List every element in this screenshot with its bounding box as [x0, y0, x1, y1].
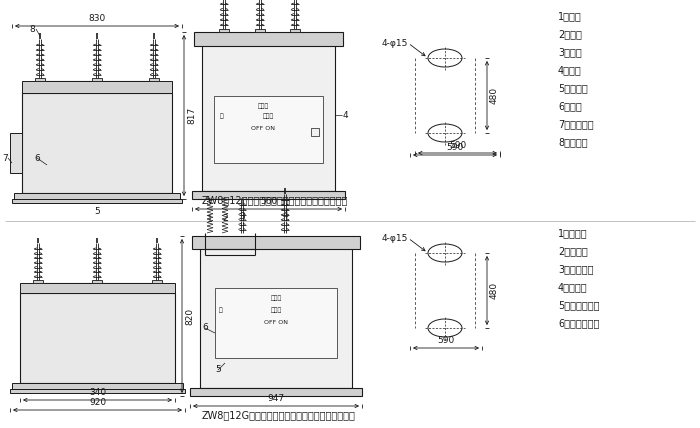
Text: 3、绵缘拉杆: 3、绵缘拉杆 [558, 264, 594, 274]
Text: 6、铭牌: 6、铭牌 [558, 101, 582, 111]
Text: 2: 2 [222, 214, 228, 223]
Bar [219, 29, 229, 32]
Text: 1、静触头: 1、静触头 [558, 228, 587, 238]
Text: 4、筱体: 4、筱体 [558, 65, 582, 75]
Bar [311, 128, 319, 136]
Text: 4-φ15: 4-φ15 [382, 234, 408, 243]
Bar [200, 241, 352, 388]
Bar [214, 96, 323, 163]
Text: 5、隔离刀支架: 5、隔离刀支架 [558, 300, 599, 310]
Text: 560: 560 [260, 197, 277, 206]
Text: 6: 6 [202, 324, 208, 333]
Text: 7: 7 [2, 154, 8, 163]
Text: 2、动触头: 2、动触头 [558, 246, 588, 256]
Text: 1: 1 [207, 215, 213, 224]
Bar [149, 78, 159, 81]
Text: 480: 480 [490, 87, 499, 104]
Text: 4-φ15: 4-φ15 [382, 39, 408, 48]
Text: 4: 4 [282, 211, 288, 220]
Bar [20, 293, 175, 383]
Text: 340: 340 [89, 388, 106, 397]
Text: 830: 830 [88, 14, 106, 23]
Text: 4、断路器: 4、断路器 [558, 282, 587, 292]
Bar [255, 29, 265, 32]
Text: 储: 储 [220, 113, 224, 119]
Bar [202, 38, 335, 191]
Bar [22, 93, 172, 193]
Text: 已储能: 已储能 [270, 295, 281, 301]
Bar [10, 389, 185, 393]
Text: OFF ON: OFF ON [264, 319, 288, 324]
Text: 3、筱盖: 3、筱盖 [558, 47, 582, 57]
Text: 已储能: 已储能 [258, 103, 269, 109]
Text: 5: 5 [215, 366, 221, 374]
Text: 1、吸环: 1、吸环 [558, 11, 582, 21]
Bar [192, 191, 345, 199]
Bar [33, 280, 43, 283]
Bar [14, 193, 180, 199]
Text: 920: 920 [89, 398, 106, 407]
Bar [92, 280, 102, 283]
Bar [194, 32, 343, 46]
Text: 817: 817 [187, 107, 196, 124]
Text: 590: 590 [447, 143, 463, 152]
Text: 3: 3 [239, 212, 245, 221]
Bar [35, 78, 45, 81]
Text: 未储能: 未储能 [262, 113, 274, 119]
Text: 储: 储 [219, 307, 223, 313]
Text: OFF ON: OFF ON [251, 125, 275, 131]
Bar [12, 199, 182, 203]
Bar [192, 236, 360, 249]
Text: 8、导电杆: 8、导电杆 [558, 137, 587, 147]
Text: 8: 8 [29, 24, 35, 33]
Bar [12, 383, 183, 389]
Text: 2、套管: 2、套管 [558, 29, 582, 39]
Text: 6、支柱绵缘子: 6、支柱绵缘子 [558, 318, 599, 328]
Bar [290, 29, 300, 32]
Bar [92, 78, 102, 81]
Bar [152, 280, 162, 283]
Text: 480: 480 [490, 282, 499, 299]
Text: 590: 590 [449, 141, 466, 150]
Bar [20, 283, 175, 293]
Text: 未储能: 未储能 [270, 307, 281, 313]
Text: 4: 4 [343, 110, 349, 119]
Text: 947: 947 [267, 394, 285, 403]
Bar [22, 81, 172, 93]
Bar [10, 133, 22, 173]
Text: 7、操动机构: 7、操动机构 [558, 119, 594, 129]
Text: 6: 6 [34, 154, 40, 163]
Text: 820: 820 [185, 307, 194, 324]
Text: ZW8（12系列户外真空断路器外形尺处及安装尺处: ZW8（12系列户外真空断路器外形尺处及安装尺处 [202, 195, 349, 205]
Text: ZW8（12G系列户外真空断路器外形尺处及安装尺处: ZW8（12G系列户外真空断路器外形尺处及安装尺处 [202, 410, 356, 420]
Text: 5、吸湿管: 5、吸湿管 [558, 83, 588, 93]
Text: 5: 5 [94, 206, 100, 216]
Bar [190, 388, 362, 396]
Bar [215, 288, 337, 358]
Text: 590: 590 [438, 336, 454, 345]
